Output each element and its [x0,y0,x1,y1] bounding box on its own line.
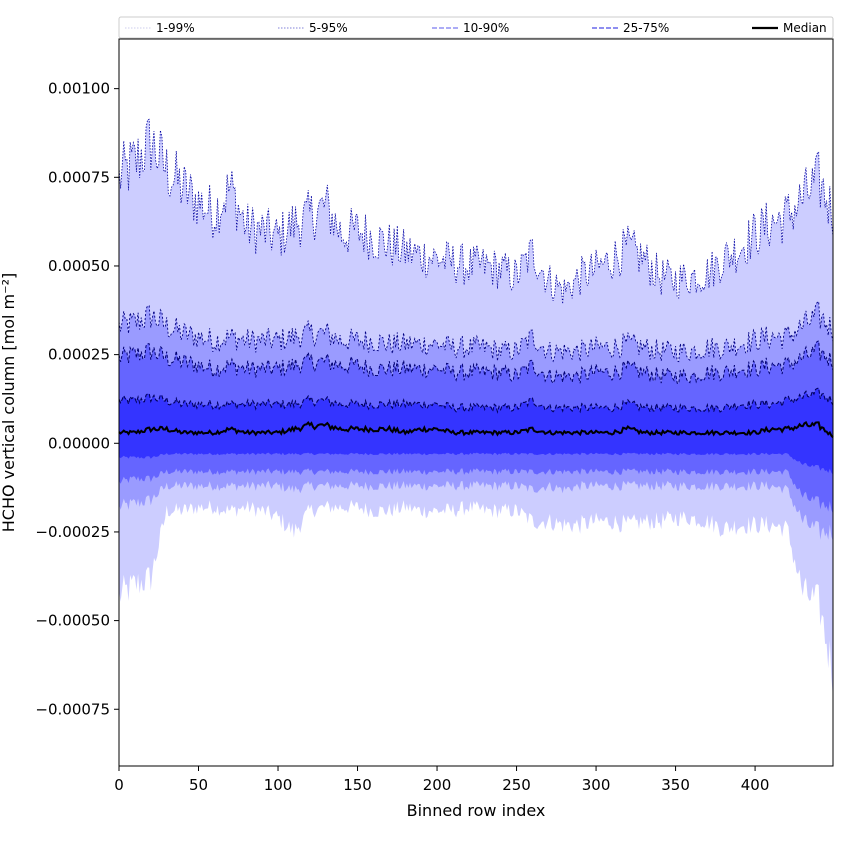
y-tick-label-1: −0.00050 [35,612,110,630]
y-tick-label-7: 0.00100 [48,80,110,98]
x-tick-label-400: 400 [741,776,770,794]
x-tick-label-150: 150 [343,776,372,794]
legend: 1-99% 5-95% 10-90% 25-75% Median [118,16,834,39]
legend-label-0: 1-99% [156,21,195,35]
legend-label-1: 5-95% [309,21,348,35]
plot-frame [118,38,834,767]
x-tick-label-0: 0 [114,776,124,794]
upper-line-10-90-pct [118,340,834,385]
percentile-bands [119,119,833,698]
y-tick-label-0: −0.00075 [35,700,110,718]
y-tick-label-3: 0.00000 [48,434,110,452]
x-axis-title: Binned row index [407,801,546,820]
y-axis-title: HCHO vertical column [mol m⁻²] [0,273,18,532]
x-tick-label-200: 200 [423,776,452,794]
y-tick-label-5: 0.00050 [48,257,110,275]
y-axis: −0.00075 −0.00050 −0.00025 0.00000 0.00025 0.… [35,80,119,718]
upper-line-1-99-pct [118,118,834,304]
median-layer [118,420,834,439]
x-axis: 0 50 100 150 200 250 300 350 400 [114,766,769,794]
legend-label-2: 10-90% [463,21,509,35]
x-tick-label-300: 300 [582,776,611,794]
x-tick-label-50: 50 [189,776,208,794]
upper-line-25-75-pct [118,387,834,414]
y-tick-label-6: 0.00075 [48,168,110,186]
x-tick-label-350: 350 [661,776,690,794]
legend-label-3: 25-75% [623,21,669,35]
legend-label-4: Median [783,21,827,35]
y-tick-label-4: 0.00025 [48,346,110,364]
x-tick-label-100: 100 [264,776,293,794]
percentile-boundary-lines [118,118,834,414]
median-line [118,420,834,439]
upper-line-5-95-pct [118,300,834,363]
y-tick-label-2: −0.00025 [35,523,110,541]
x-tick-label-250: 250 [502,776,531,794]
legend-box [118,16,834,39]
